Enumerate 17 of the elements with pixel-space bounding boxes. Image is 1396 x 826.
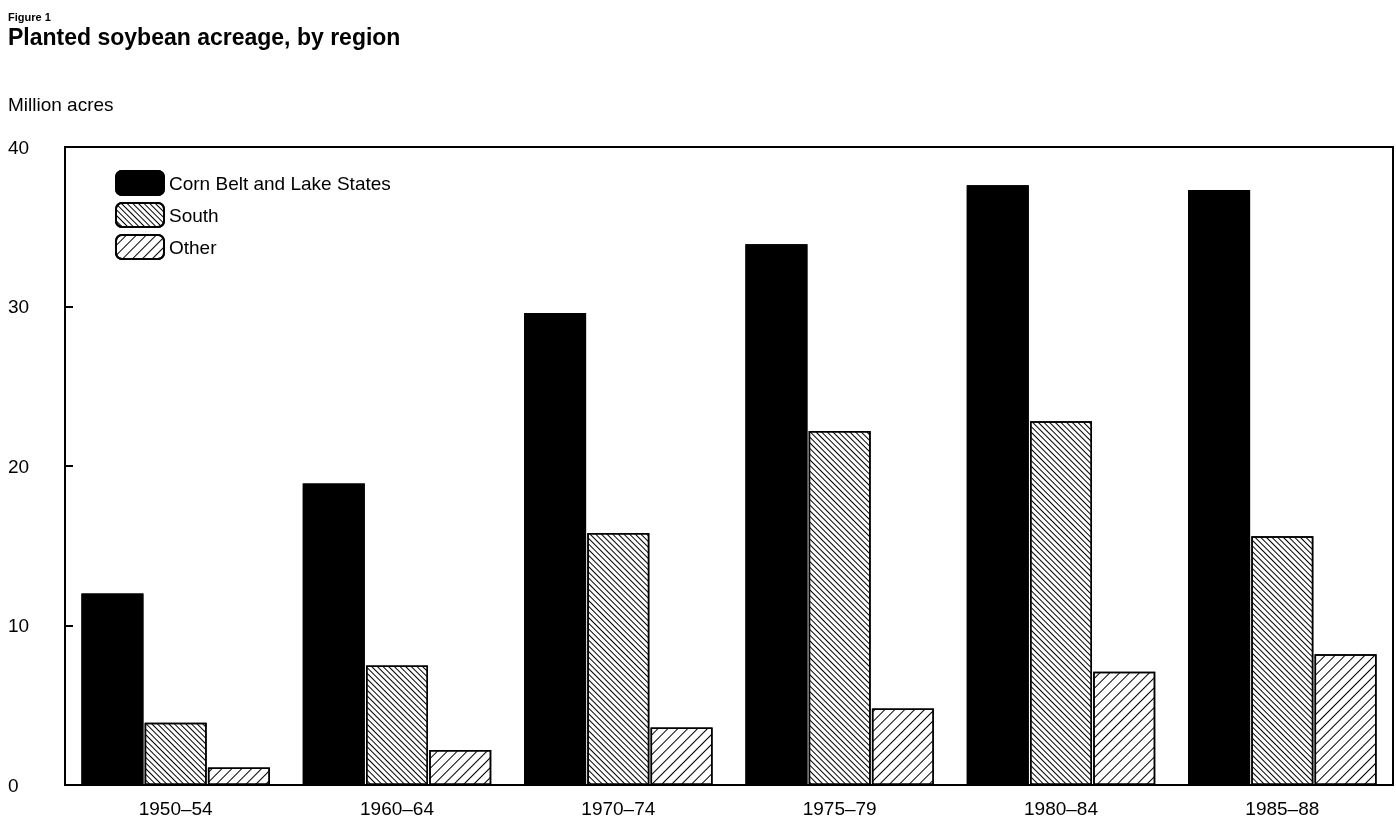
x-tick-label: 1950–54 (138, 798, 214, 819)
chart-subtitle: Figure 1 (8, 10, 51, 23)
x-tick-label: 1970–74 (581, 798, 656, 819)
y-tick-label: 10 (8, 615, 30, 636)
y-tick-label: 0 (8, 774, 19, 796)
y-tick-label: 30 (8, 296, 30, 317)
x-tick-label: 1960–64 (360, 798, 435, 819)
legend-label: Corn Belt and Lake States (169, 172, 391, 194)
y-tick-label: 20 (8, 455, 30, 477)
x-tick-label: 1975–79 (802, 798, 877, 819)
chart-title: Planted soybean acreage, by region (8, 23, 401, 50)
x-tick-label: 1985–88 (1245, 798, 1320, 819)
legend-label: Other (169, 236, 218, 258)
y-axis-title: Million acres (8, 94, 114, 115)
legend-label: South (169, 204, 219, 226)
x-tick-label: 1980–84 (1024, 798, 1099, 819)
y-tick-label: 40 (8, 136, 30, 158)
